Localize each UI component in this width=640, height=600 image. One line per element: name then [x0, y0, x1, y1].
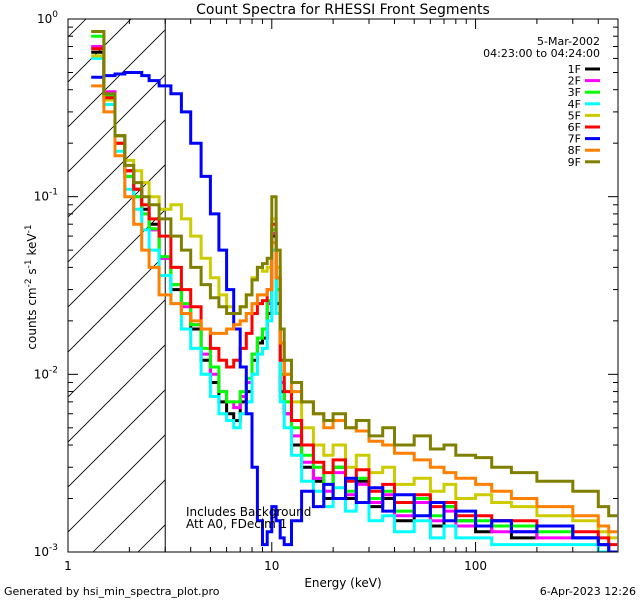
series-7F [91, 71, 618, 552]
hatch-line [68, 389, 166, 488]
hatch-line [68, 254, 166, 353]
legend-label: 1F [568, 63, 581, 76]
y-tick-label: 10-2 [34, 365, 58, 381]
annotation-background: Includes Background [186, 505, 311, 519]
annotation-attenuator: Att A0, FDecim 1 [186, 517, 287, 531]
footer-timestamp: 6-Apr-2023 12:26 [540, 585, 636, 598]
x-tick-label: 1 [64, 559, 72, 573]
y-tick-label: 10-3 [34, 543, 58, 559]
plot-frame [67, 18, 619, 553]
y-tick-labels: 100 10-1 10-2 10-3 [34, 10, 59, 559]
x-tick-label: 10 [264, 559, 279, 573]
legend-label: 5F [568, 109, 581, 122]
series-9F [91, 30, 618, 518]
x-tick-label: 100 [464, 559, 487, 573]
legend-item-6F: 6F [568, 121, 600, 134]
legend-label: 2F [568, 75, 581, 88]
attenuator-hatch-region [68, 19, 166, 552]
y-axis-label: counts cm-2 s-1 keV-1 [24, 224, 39, 349]
y-tick-label: 10-1 [34, 188, 58, 204]
hatch-line [68, 29, 166, 128]
hatch-line [68, 434, 166, 533]
legend-label: 3F [568, 86, 581, 99]
chart-title: Count Spectra for RHESSI Front Segments [196, 2, 490, 18]
date-label: 5-Mar-2002 [537, 35, 600, 48]
axis-ticks [67, 19, 619, 553]
legend-label: 4F [568, 98, 581, 111]
legend-item-2F: 2F [568, 75, 600, 88]
series-5F [91, 54, 618, 540]
legend-item-5F: 5F [568, 109, 600, 122]
legend-item-7F: 7F [568, 133, 600, 146]
legend-item-1F: 1F [568, 63, 600, 76]
y-tick-label: 100 [37, 10, 58, 26]
legend-item-3F: 3F [568, 86, 600, 99]
legend-label: 7F [568, 133, 581, 146]
series-layer [91, 30, 618, 552]
legend-label: 8F [568, 144, 581, 157]
legend-label: 6F [568, 121, 581, 134]
x-tick-labels: 1 10 100 [64, 559, 487, 573]
legend-label: 9F [568, 156, 581, 169]
time-range-label: 04:23:00 to 04:24:00 [483, 47, 600, 60]
hatch-line [68, 74, 166, 173]
legend-item-9F: 9F [568, 156, 600, 169]
hatch-line [68, 209, 166, 308]
footer-generated-by: Generated by hsi_min_spectra_plot.pro [4, 585, 220, 598]
legend-item-4F: 4F [568, 98, 600, 111]
x-axis-label: Energy (keV) [304, 576, 381, 590]
legend-item-8F: 8F [568, 144, 600, 157]
